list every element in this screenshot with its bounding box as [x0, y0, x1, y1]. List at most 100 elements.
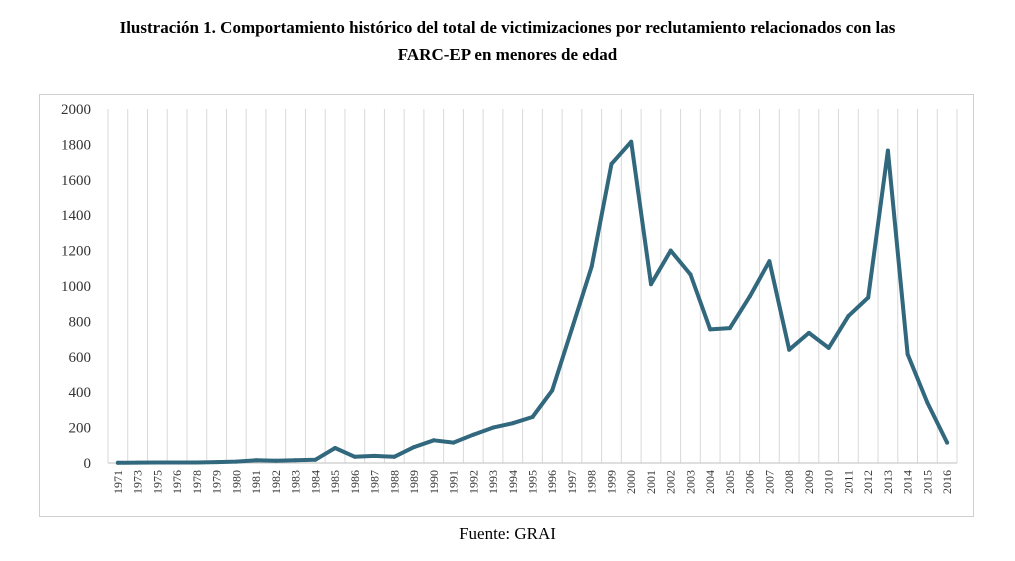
x-tick-label: 1985 [328, 470, 342, 494]
data-point [708, 327, 713, 332]
y-tick-label: 800 [69, 314, 92, 330]
data-point [649, 282, 653, 287]
x-tick-label: 2014 [901, 470, 915, 494]
data-point [550, 388, 555, 393]
x-tick-label: 1978 [190, 470, 204, 494]
data-point [451, 440, 456, 445]
x-tick-label: 2004 [703, 470, 717, 494]
x-tick-label: 2000 [624, 470, 638, 494]
x-tick-label: 1971 [111, 470, 125, 494]
x-tick-label: 1998 [585, 470, 599, 494]
y-tick-label: 1600 [61, 173, 91, 189]
data-point [313, 457, 318, 462]
x-tick-label: 1982 [269, 470, 283, 494]
x-tick-label: 1987 [368, 470, 382, 494]
x-tick-label: 1991 [447, 470, 461, 494]
x-axis-ticks: 1971 1973 1975 1976 1978 1979 1980 1981 1982 1983… [111, 470, 954, 494]
x-tick-label: 2005 [723, 470, 737, 494]
y-tick-label: 1800 [61, 137, 91, 153]
chart-frame [39, 94, 974, 517]
data-point [135, 460, 140, 465]
data-point [273, 458, 278, 463]
x-tick-label: 2008 [782, 470, 796, 494]
y-tick-label: 1200 [61, 244, 91, 260]
data-point [866, 295, 871, 300]
data-point [194, 460, 199, 465]
chart-title: Ilustración 1. Comportamiento histórico … [20, 14, 995, 68]
y-tick-label: 2000 [61, 102, 91, 118]
y-tick-label: 1000 [61, 279, 91, 295]
y-tick-label: 600 [69, 350, 92, 366]
data-point [175, 460, 180, 465]
x-tick-label: 2003 [683, 470, 697, 494]
data-point [806, 330, 811, 335]
data-point [155, 460, 160, 465]
x-tick-label: 2007 [762, 470, 776, 494]
data-point [885, 148, 890, 153]
data-point [372, 453, 377, 458]
data-point [392, 454, 397, 459]
data-point [826, 345, 831, 350]
y-tick-label: 0 [84, 456, 92, 472]
x-tick-label: 1986 [348, 470, 362, 494]
data-point [530, 415, 535, 419]
y-tick-label: 400 [69, 385, 92, 401]
data-point [727, 326, 732, 331]
x-tick-label: 2009 [802, 470, 816, 494]
x-tick-label: 1983 [289, 470, 303, 494]
data-point [688, 272, 693, 277]
x-tick-label: 1984 [308, 470, 322, 494]
x-tick-label: 1996 [545, 470, 559, 494]
data-point [609, 161, 614, 166]
data-point [412, 445, 416, 450]
data-point [905, 352, 910, 357]
x-tick-label: 1975 [150, 470, 164, 494]
x-tick-label: 1976 [170, 470, 184, 494]
x-tick-label: 2001 [644, 470, 658, 494]
chart-source: Fuente: GRAI [459, 524, 556, 543]
data-point [925, 400, 930, 405]
x-tick-label: 2010 [822, 470, 836, 494]
data-point [629, 139, 634, 144]
data-point [787, 347, 792, 352]
x-tick-label: 1980 [229, 470, 243, 494]
chart-title-line-2: FARC-EP en menores de edad [397, 45, 618, 64]
x-tick-label: 1989 [407, 470, 421, 494]
data-point [352, 454, 357, 459]
x-tick-label: 2006 [743, 470, 757, 494]
data-point [846, 314, 851, 319]
data-point [510, 421, 515, 426]
data-point [234, 459, 239, 464]
y-axis-ticks: 0 200 400 600 800 1000 1200 1400 1600 1800 2000 [61, 102, 91, 472]
data-point [668, 248, 673, 253]
data-point [214, 460, 219, 465]
series-layer [115, 139, 950, 465]
data-point [491, 425, 495, 430]
data-point [333, 446, 338, 450]
y-tick-label: 1400 [61, 208, 91, 224]
data-point [431, 438, 436, 443]
data-point [767, 259, 772, 264]
data-point [570, 326, 574, 331]
x-tick-label: 2002 [664, 470, 678, 494]
y-tick-label: 200 [69, 421, 92, 437]
data-point [747, 294, 752, 299]
data-point [589, 264, 594, 269]
x-tick-label: 1993 [486, 470, 500, 494]
x-tick-label: 1988 [387, 470, 401, 494]
x-tick-label: 1992 [466, 470, 480, 494]
x-tick-label: 2012 [861, 470, 875, 494]
x-tick-label: 1995 [526, 470, 540, 494]
x-tick-label: 1973 [131, 470, 145, 494]
x-tick-label: 2016 [940, 470, 954, 494]
x-tick-label: 1997 [565, 470, 579, 494]
x-tick-label: 1981 [249, 470, 263, 494]
data-point [945, 440, 950, 445]
data-point [115, 460, 120, 465]
x-tick-label: 2013 [881, 470, 895, 494]
x-tick-label: 2011 [841, 470, 855, 494]
chart-title-line-1: Ilustración 1. Comportamiento histórico … [119, 18, 896, 37]
x-tick-label: 1990 [427, 470, 441, 494]
gridlines [107, 109, 958, 463]
